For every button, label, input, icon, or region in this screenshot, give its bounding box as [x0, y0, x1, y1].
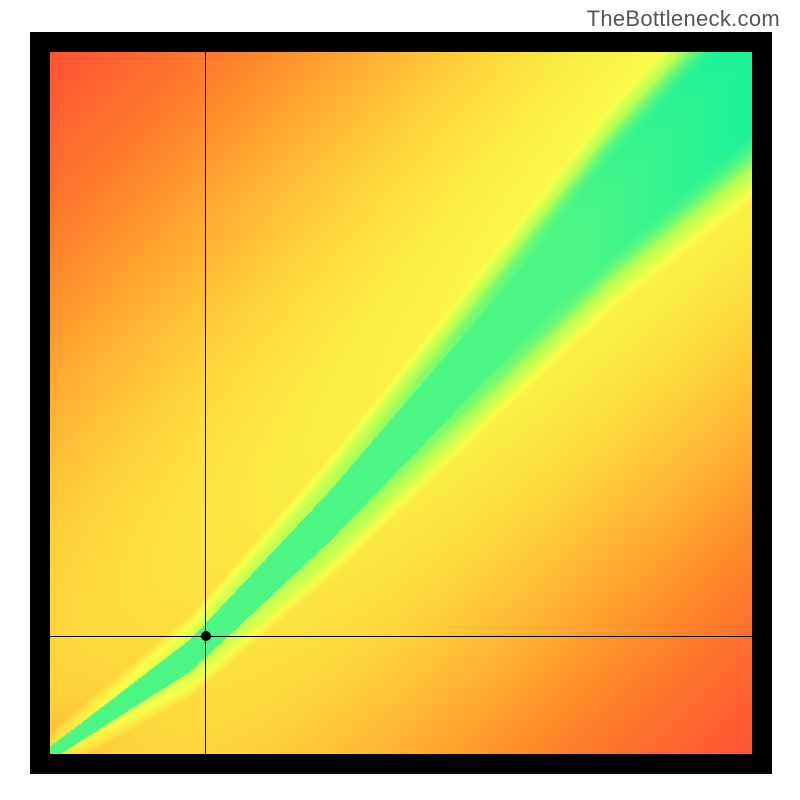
- heatmap-canvas: [50, 52, 752, 754]
- plot-area: [50, 52, 752, 754]
- crosshair-vertical: [205, 52, 206, 754]
- crosshair-marker: [201, 631, 211, 641]
- container: TheBottleneck.com: [0, 0, 800, 800]
- watermark-text: TheBottleneck.com: [587, 6, 780, 32]
- crosshair-horizontal: [50, 636, 752, 637]
